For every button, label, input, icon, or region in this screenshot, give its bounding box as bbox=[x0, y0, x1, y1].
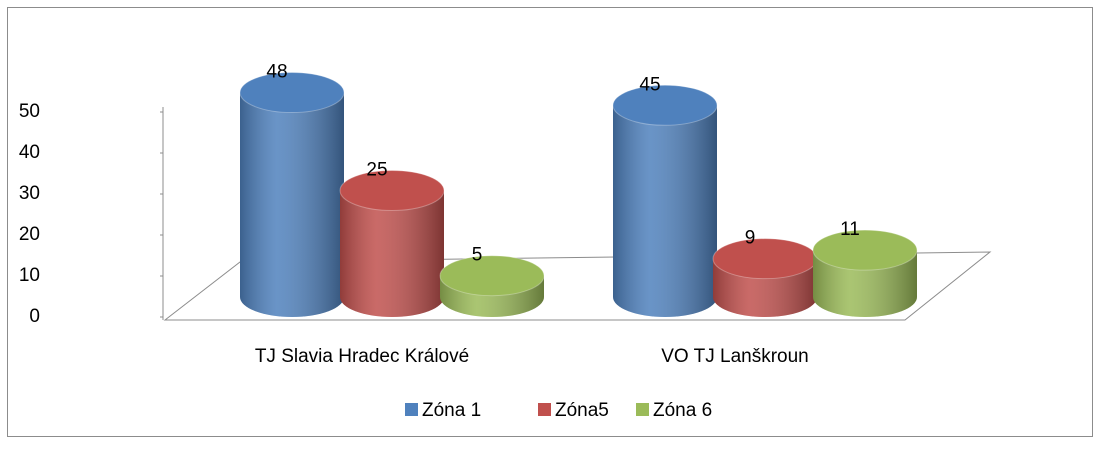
legend-swatch bbox=[636, 403, 649, 416]
cylinder-top bbox=[812, 229, 918, 271]
chart-border bbox=[7, 7, 1093, 437]
cylinder-top bbox=[612, 84, 718, 126]
legend-label: Zóna5 bbox=[555, 400, 609, 421]
value-label: 9 bbox=[745, 228, 756, 249]
x-tick-label: TJ Slavia Hradec Králové bbox=[255, 346, 469, 367]
cylinder-top bbox=[339, 170, 445, 211]
value-label: 45 bbox=[639, 74, 660, 95]
cylinder-shade bbox=[240, 92, 344, 318]
cylinder-top bbox=[239, 72, 345, 114]
y-tick-label: 0 bbox=[29, 306, 40, 327]
y-tick-label: 40 bbox=[19, 142, 40, 163]
floor bbox=[163, 251, 992, 321]
cylinder-shade bbox=[340, 190, 444, 317]
y-tick-label: 20 bbox=[19, 224, 40, 245]
legend-label: Zóna 6 bbox=[653, 400, 712, 421]
cylinder-shade bbox=[613, 105, 717, 317]
value-label: 48 bbox=[266, 62, 287, 83]
value-label: 5 bbox=[472, 245, 483, 266]
cylinder-top bbox=[439, 255, 545, 297]
y-tick-label: 50 bbox=[19, 101, 40, 122]
cylinder-top bbox=[712, 238, 818, 280]
x-tick-label: VO TJ Lanškroun bbox=[661, 346, 809, 367]
value-label: 25 bbox=[366, 160, 387, 181]
y-tick-label: 10 bbox=[19, 265, 40, 286]
legend-label: Zóna 1 bbox=[422, 400, 481, 421]
legend-swatch bbox=[538, 403, 551, 416]
y-tick-label: 30 bbox=[19, 183, 40, 204]
value-label: 11 bbox=[840, 219, 860, 240]
legend-swatch bbox=[405, 403, 418, 416]
